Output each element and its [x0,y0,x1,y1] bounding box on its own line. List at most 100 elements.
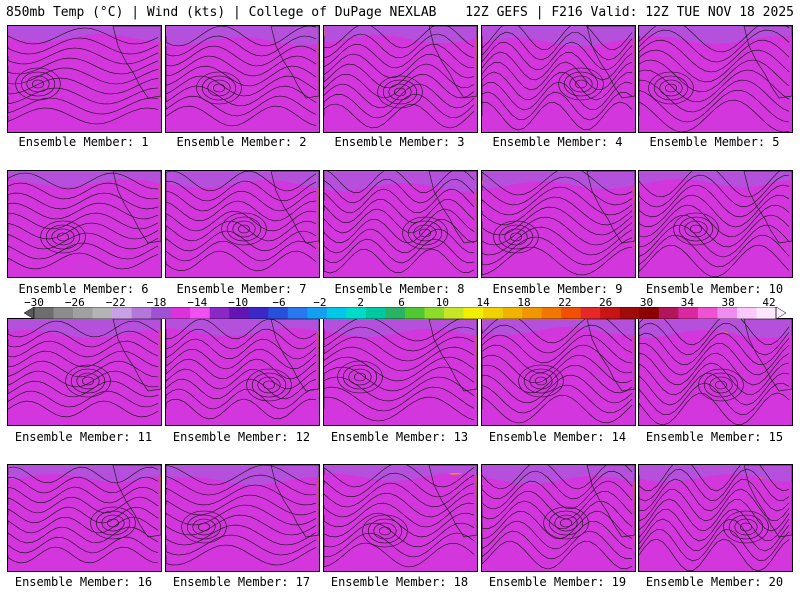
colorbar-tick-label: −26 [64,296,85,309]
colorbar-swatch [131,307,152,319]
colorbar-swatch [405,307,425,319]
colorbar-swatch [209,307,230,319]
colorbar-swatch [170,307,191,319]
ensemble-member-map[interactable] [481,25,636,133]
ensemble-member-label: Ensemble Member: 9 [492,282,623,296]
colorbar-swatch [580,307,601,319]
ensemble-member-map[interactable] [7,25,162,133]
ensemble-member-label: Ensemble Member: 14 [488,430,627,444]
colorbar-swatch [658,307,679,319]
colorbar-swatch [697,307,718,319]
header-run-info: 12Z GEFS | F216 Valid: 12Z TUE NOV 18 20… [465,5,794,20]
ensemble-member-map[interactable] [165,318,320,426]
colorbar-swatch [385,307,406,319]
ensemble-member-map[interactable] [323,170,478,278]
colorbar-swatch [444,307,464,319]
colorbar-tick-label: −2 [313,296,327,309]
colorbar-tick-label: 10 [435,296,449,309]
ensemble-member-map[interactable] [165,25,320,133]
colorbar-swatch [678,307,699,319]
ensemble-member-map[interactable] [638,25,793,133]
ensemble-member-label: Ensemble Member: 19 [488,575,627,589]
ensemble-member-label: Ensemble Member: 3 [334,135,465,149]
ensemble-member-map[interactable] [481,170,636,278]
ensemble-member-label: Ensemble Member: 6 [18,282,149,296]
ensemble-member-map[interactable] [481,464,636,572]
ensemble-member-map[interactable] [638,318,793,426]
ensemble-member-label: Ensemble Member: 4 [492,135,623,149]
ensemble-member-map[interactable] [165,464,320,572]
ensemble-member-map[interactable] [7,318,162,426]
colorbar-swatch [619,307,640,319]
colorbar-tick-label: 22 [558,296,572,309]
ensemble-member-label: Ensemble Member: 8 [334,282,465,296]
ensemble-member-map[interactable] [165,170,320,278]
ensemble-member-map[interactable] [323,318,478,426]
colorbar-swatch [73,307,93,319]
colorbar-tick-label: 30 [639,296,654,309]
ensemble-member-label: Ensemble Member: 2 [176,135,307,149]
ensemble-member-map[interactable] [7,464,162,572]
colorbar-swatch [268,307,289,319]
ensemble-member-label: Ensemble Member: 7 [176,282,307,296]
colorbar-swatch [307,307,328,319]
ensemble-member-map[interactable] [323,25,478,133]
ensemble-member-map[interactable] [638,170,793,278]
colorbar-swatch [756,307,777,319]
colorbar-swatch [34,307,54,319]
colorbar-tick-label: 18 [517,296,531,309]
ensemble-member-map[interactable] [481,318,636,426]
colorbar-tick-label: 34 [680,296,694,309]
ensemble-member-label: Ensemble Member: 1 [18,135,149,149]
colorbar-swatch [483,307,503,319]
colorbar-max-arrow [775,307,786,319]
colorbar-swatch [248,307,269,319]
colorbar-swatch [717,307,738,319]
ensemble-member-label: Ensemble Member: 18 [330,575,469,589]
ensemble-member-map[interactable] [638,464,793,572]
colorbar-swatch [424,307,445,319]
colorbar-swatch [151,307,171,319]
colorbar-tick-label: −10 [228,296,249,309]
colorbar-tick-label: −6 [272,296,286,309]
ensemble-member-label: Ensemble Member: 12 [172,430,311,444]
colorbar-tick-label: 6 [398,296,405,309]
colorbar-swatch [92,307,113,319]
ensemble-member-label: Ensemble Member: 20 [645,575,784,589]
colorbar-swatch [541,307,562,319]
colorbar-tick-label: 14 [476,296,490,309]
ensemble-member-label: Ensemble Member: 16 [14,575,153,589]
colorbar-swatch [229,307,250,319]
colorbar-swatch [326,307,347,319]
colorbar-swatch [522,307,542,319]
ensemble-member-map[interactable] [7,170,162,278]
colorbar-tick-label: 38 [721,296,735,309]
colorbar-swatch [112,307,132,319]
colorbar-swatch [365,307,386,319]
colorbar-tick-label: 2 [357,296,364,309]
colorbar-swatch [463,307,484,319]
colorbar-tick-label: −14 [187,296,208,309]
temperature-colorbar [24,307,786,319]
colorbar-swatch [600,307,621,319]
ensemble-member-label: Ensemble Member: 15 [645,430,784,444]
colorbar-swatch [287,307,308,319]
ensemble-member-label: Ensemble Member: 11 [14,430,153,444]
ensemble-member-label: Ensemble Member: 5 [649,135,780,149]
colorbar-swatch [190,307,211,319]
colorbar-swatch [639,307,660,319]
colorbar-tick-label: −18 [146,296,167,309]
colorbar-swatch [346,307,367,319]
colorbar-swatch [53,307,74,319]
colorbar-tick-label: −30 [24,296,44,309]
colorbar-tick-label: 42 [762,296,776,309]
ensemble-member-label: Ensemble Member: 13 [330,430,469,444]
colorbar-swatch [502,307,523,319]
colorbar-swatch [736,307,757,319]
header-title: 850mb Temp (°C) | Wind (kts) | College o… [6,5,437,20]
colorbar-tick-label: 26 [599,296,613,309]
ensemble-member-label: Ensemble Member: 10 [645,282,784,296]
colorbar-tick-label: −22 [105,296,126,309]
ensemble-member-label: Ensemble Member: 17 [172,575,311,589]
ensemble-member-map[interactable] [323,464,478,572]
